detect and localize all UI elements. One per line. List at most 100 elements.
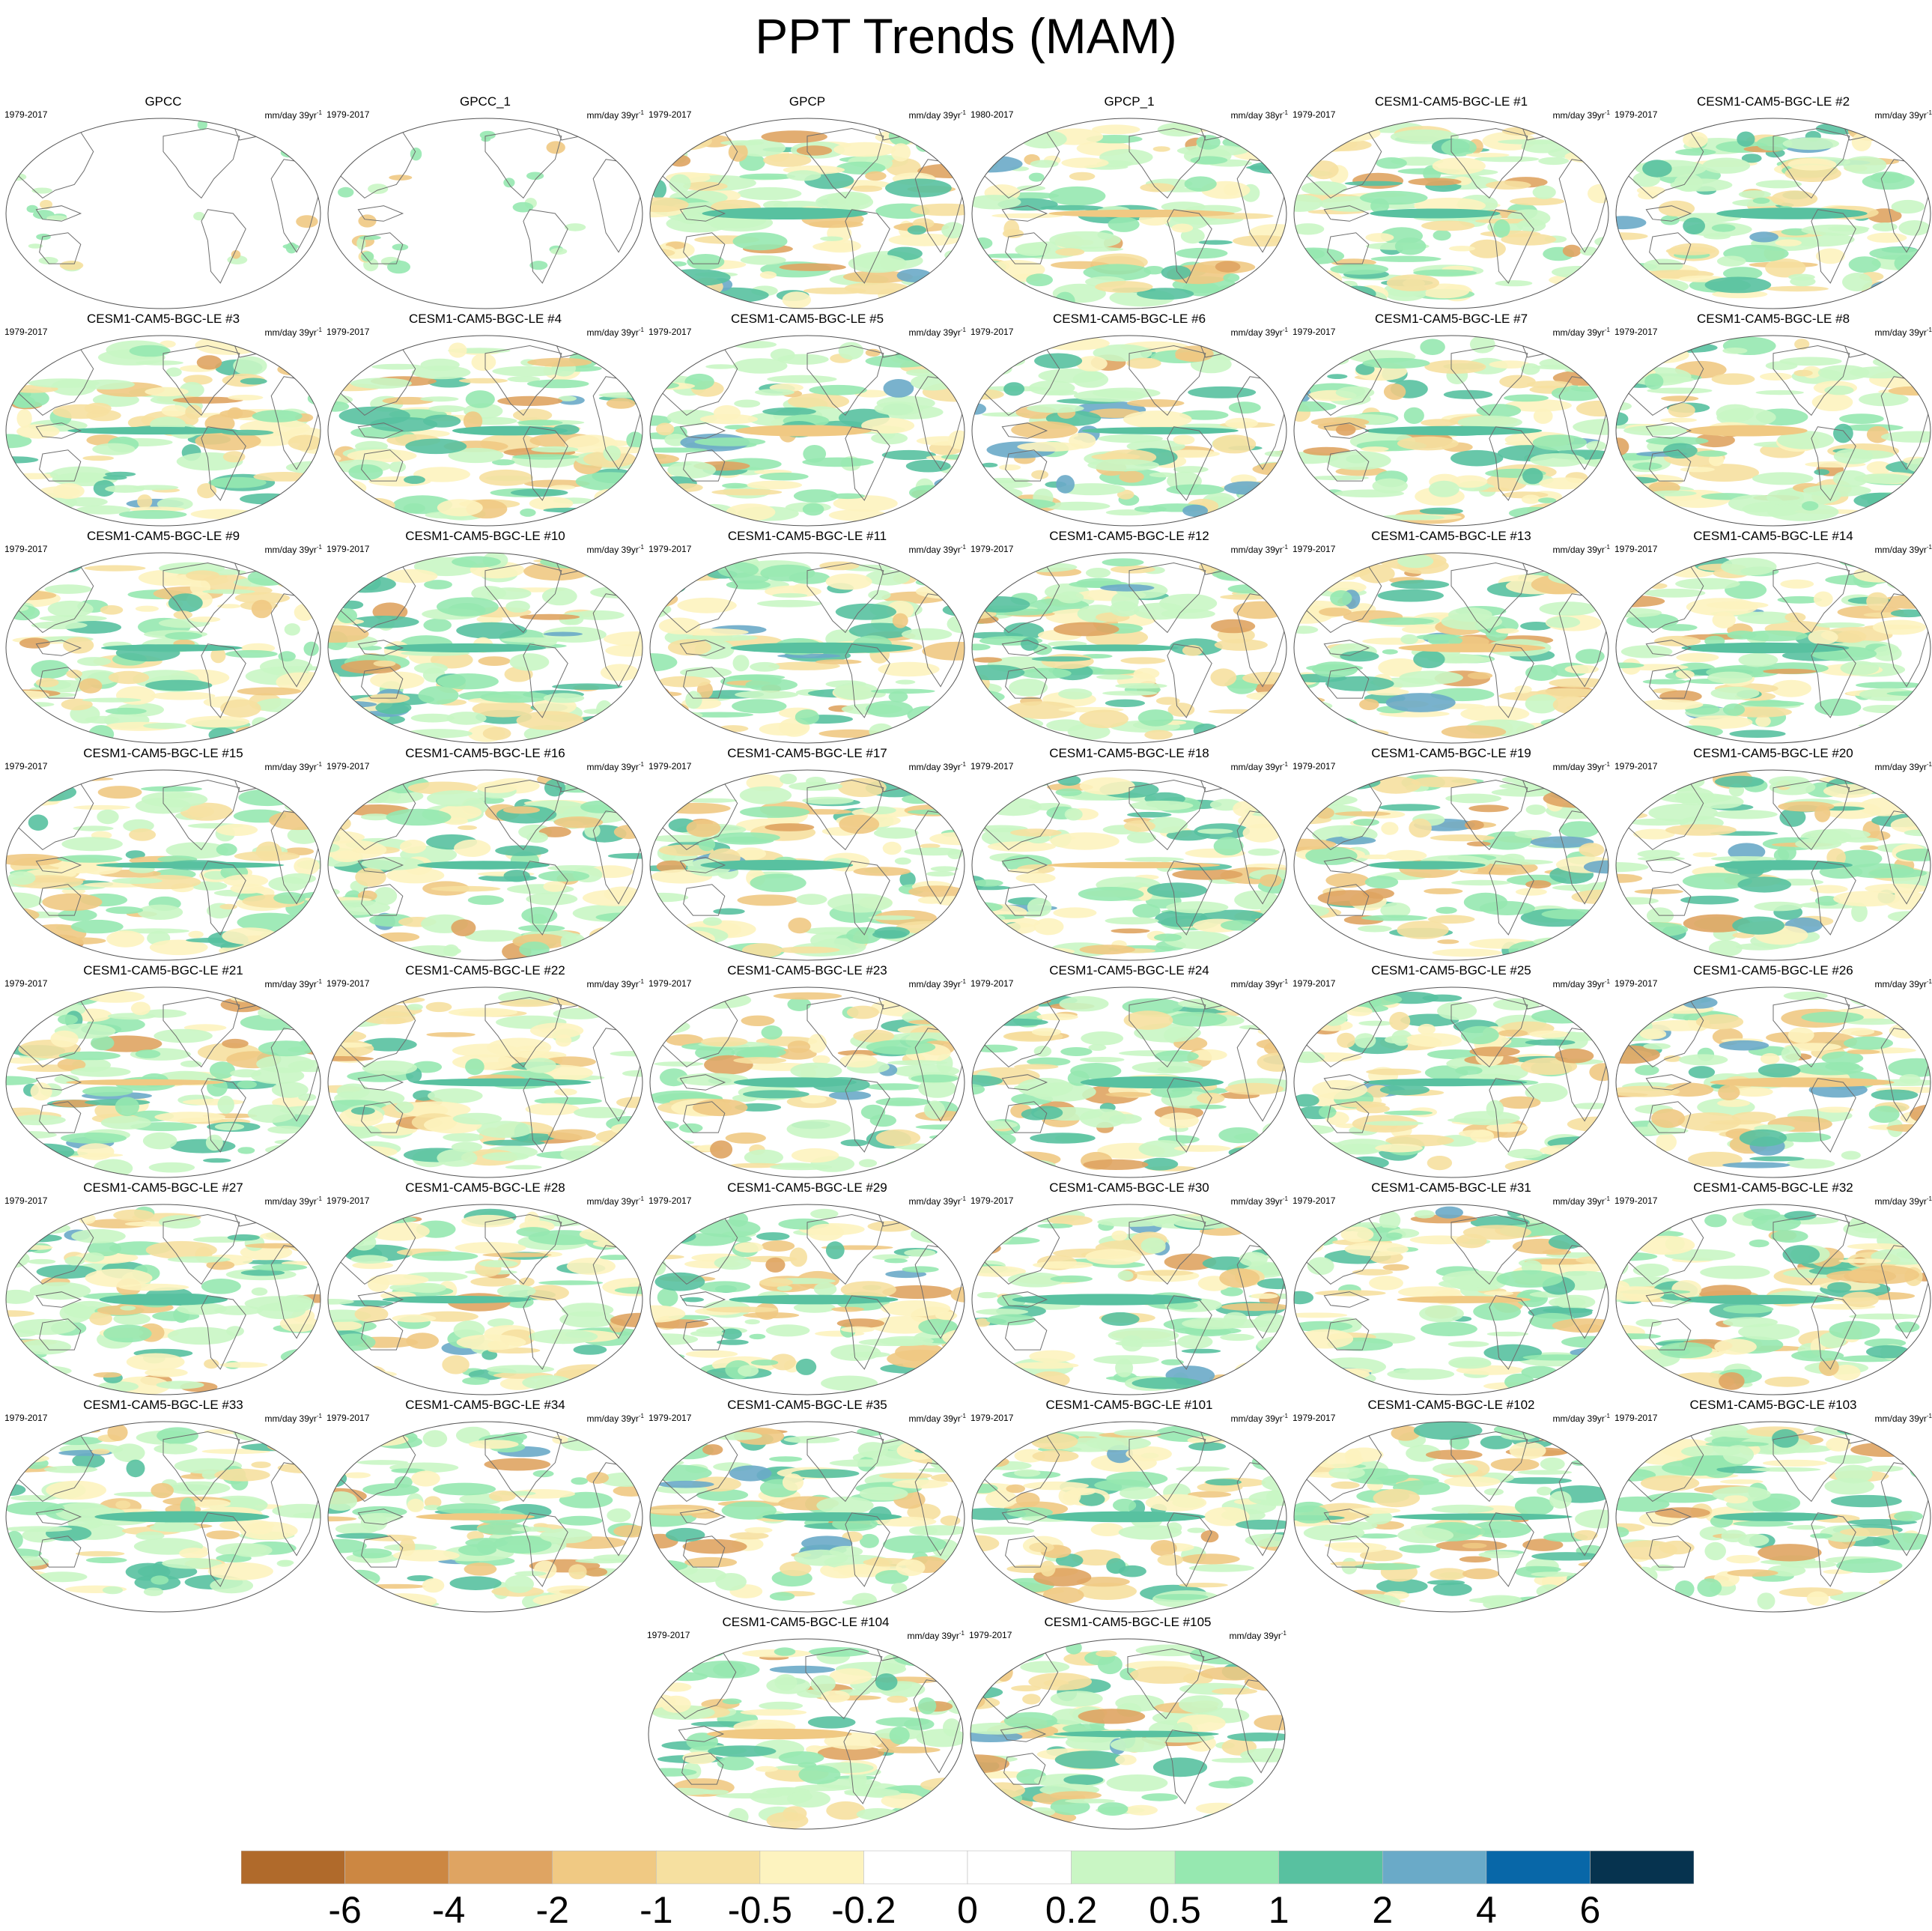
trend-patch bbox=[1873, 620, 1926, 635]
trend-patch bbox=[1814, 592, 1833, 607]
trend-patch bbox=[54, 1428, 100, 1434]
trend-patch bbox=[648, 557, 701, 566]
trend-patch bbox=[12, 772, 73, 788]
trend-patch bbox=[594, 554, 645, 570]
trend-patch bbox=[1614, 289, 1656, 309]
trend-patch bbox=[1337, 1033, 1355, 1048]
trend-patch bbox=[329, 480, 366, 497]
trend-patch bbox=[760, 271, 777, 279]
trend-patch bbox=[1427, 1156, 1452, 1170]
panel-title: CESM1-CAM5-BGC-LE #1 bbox=[1291, 94, 1611, 109]
trend-patch bbox=[1391, 580, 1449, 589]
trend-patch bbox=[756, 1232, 790, 1240]
trend-patch bbox=[625, 492, 645, 506]
panel-title: CESM1-CAM5-BGC-LE #6 bbox=[969, 312, 1289, 327]
trend-patch bbox=[350, 1216, 417, 1224]
trend-map bbox=[1614, 1203, 1932, 1396]
trend-patch bbox=[1364, 1121, 1424, 1126]
trend-patch bbox=[5, 1365, 43, 1377]
trend-patch bbox=[1161, 265, 1191, 279]
trend-patch bbox=[653, 703, 689, 716]
trend-patch bbox=[685, 798, 737, 803]
trend-patch bbox=[1766, 286, 1829, 291]
trend-patch bbox=[916, 579, 936, 585]
trend-patch bbox=[1018, 1078, 1073, 1097]
trend-patch bbox=[1147, 882, 1207, 898]
trend-patch bbox=[1030, 1133, 1096, 1144]
trend-patch bbox=[953, 1011, 967, 1027]
trend-patch bbox=[765, 1258, 785, 1273]
trend-patch bbox=[660, 803, 730, 814]
trend-patch bbox=[1210, 668, 1236, 686]
trend-patch bbox=[1127, 812, 1171, 818]
trend-patch bbox=[282, 348, 322, 357]
trend-patch bbox=[364, 1584, 426, 1589]
trend-patch bbox=[1555, 780, 1611, 794]
trend-patch bbox=[1527, 381, 1573, 388]
trend-patch bbox=[930, 933, 966, 948]
trend-patch bbox=[307, 929, 322, 945]
trend-patch bbox=[113, 1210, 154, 1221]
trend-patch bbox=[221, 997, 266, 1012]
trend-patch bbox=[1132, 1061, 1203, 1073]
trend-patch bbox=[565, 223, 586, 231]
trend-patch bbox=[279, 493, 306, 512]
trend-patch bbox=[884, 1160, 927, 1175]
trend-patch bbox=[526, 893, 577, 906]
trend-patch bbox=[1525, 880, 1551, 888]
trend-patch bbox=[580, 801, 619, 813]
trend-patch bbox=[1037, 1223, 1072, 1228]
trend-patch bbox=[1847, 1049, 1880, 1054]
trend-patch bbox=[4, 1162, 28, 1168]
trend-map bbox=[1614, 986, 1932, 1179]
equatorial-trend-band bbox=[1397, 1296, 1531, 1303]
trend-patch bbox=[970, 572, 1003, 579]
trend-patch bbox=[1144, 730, 1173, 740]
trend-patch bbox=[31, 622, 88, 630]
panel-title: CESM1-CAM5-BGC-LE #31 bbox=[1291, 1180, 1611, 1195]
trend-patch bbox=[1436, 1207, 1463, 1219]
trend-patch bbox=[326, 1139, 351, 1149]
trend-patch bbox=[1866, 1345, 1910, 1358]
trend-patch bbox=[1775, 240, 1802, 246]
trend-patch bbox=[28, 783, 76, 801]
trend-patch bbox=[1361, 915, 1428, 921]
trend-patch bbox=[865, 172, 887, 181]
trend-map bbox=[4, 117, 322, 310]
trend-patch bbox=[1636, 1152, 1662, 1165]
trend-patch bbox=[4, 557, 38, 575]
trend-patch bbox=[404, 729, 473, 738]
trend-patch bbox=[1055, 292, 1075, 310]
trend-patch bbox=[1487, 1332, 1528, 1336]
trend-patch bbox=[979, 1157, 1041, 1176]
trend-patch bbox=[228, 395, 263, 401]
trend-patch bbox=[1917, 904, 1932, 915]
trend-patch bbox=[282, 926, 322, 939]
trend-patch bbox=[1076, 356, 1108, 372]
trend-patch bbox=[499, 999, 555, 1007]
trend-patch bbox=[337, 1084, 370, 1100]
trend-patch bbox=[1553, 696, 1588, 714]
trend-patch bbox=[1719, 1372, 1745, 1390]
trend-patch bbox=[1450, 450, 1503, 467]
trend-patch bbox=[1788, 158, 1837, 170]
trend-patch bbox=[1623, 1001, 1656, 1011]
trend-patch bbox=[1248, 294, 1288, 303]
trend-patch bbox=[389, 124, 402, 134]
trend-map bbox=[326, 769, 644, 962]
trend-patch bbox=[750, 1334, 766, 1339]
trend-patch bbox=[154, 1443, 197, 1454]
panel-units-exponent: -1 bbox=[961, 544, 966, 551]
trend-patch bbox=[1852, 133, 1872, 151]
trend-patch bbox=[970, 503, 1000, 515]
trend-patch bbox=[479, 656, 511, 666]
trend-patch bbox=[157, 1381, 204, 1389]
trend-patch bbox=[675, 1208, 720, 1219]
trend-patch bbox=[252, 600, 273, 619]
trend-patch bbox=[1560, 821, 1600, 837]
trend-patch bbox=[928, 1365, 950, 1383]
trend-patch bbox=[1369, 1276, 1403, 1290]
trend-patch bbox=[1132, 904, 1160, 918]
equatorial-trend-band bbox=[383, 1296, 532, 1303]
